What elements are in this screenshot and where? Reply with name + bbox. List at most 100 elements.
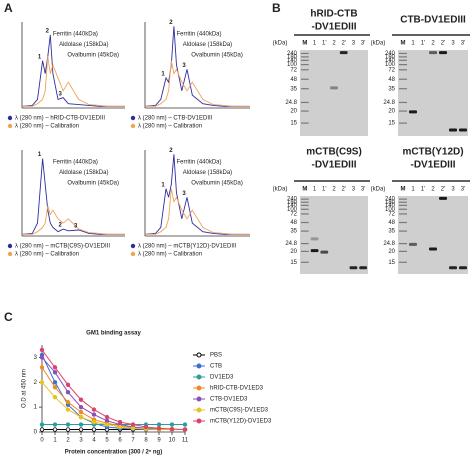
gel-title: mCTB(Y12D) bbox=[402, 147, 463, 158]
band bbox=[310, 237, 319, 241]
marker-band bbox=[399, 213, 407, 215]
calibration-label: Ovalbumin (45kDa) bbox=[191, 180, 243, 186]
data-point bbox=[78, 397, 84, 402]
data-point bbox=[52, 365, 58, 370]
gel bbox=[300, 50, 368, 136]
marker-size: 24.8 bbox=[285, 241, 297, 247]
lane-label: 3 bbox=[451, 187, 455, 193]
y-tick-label: 2 bbox=[34, 380, 38, 386]
data-point bbox=[182, 422, 188, 427]
x-tick-label: 9 bbox=[157, 438, 161, 444]
band bbox=[310, 249, 319, 253]
gel-unit: (kDa) bbox=[273, 187, 288, 193]
marker-band bbox=[399, 250, 407, 252]
legend-marker bbox=[196, 374, 202, 380]
band bbox=[439, 51, 447, 55]
data-point bbox=[39, 365, 45, 370]
marker-size: 15 bbox=[388, 260, 395, 266]
lane-label: 1' bbox=[421, 187, 425, 193]
marker-band bbox=[399, 221, 407, 224]
legend-label: CTB-DV1ED3 bbox=[210, 397, 248, 403]
gel-unit: (kDa) bbox=[371, 41, 386, 47]
legend-marker bbox=[130, 115, 136, 121]
marker-size: 240 bbox=[385, 51, 396, 57]
x-tick-label: 6 bbox=[118, 438, 122, 444]
data-point bbox=[156, 422, 162, 427]
x-tick-label: 4 bbox=[92, 438, 96, 444]
legend-label: hRID-CTB-DV1ED3 bbox=[210, 386, 264, 392]
marker-size: 72 bbox=[290, 212, 297, 218]
legend-marker bbox=[7, 115, 13, 121]
marker-band bbox=[399, 198, 407, 200]
lane-label: 1' bbox=[421, 41, 425, 47]
marker-size: 48 bbox=[290, 220, 297, 226]
marker-band bbox=[399, 64, 407, 66]
band bbox=[449, 266, 457, 270]
marker-band bbox=[399, 52, 407, 55]
lane-label: 1 bbox=[411, 187, 415, 193]
marker-band bbox=[301, 122, 309, 124]
gel-unit: (kDa) bbox=[273, 41, 288, 47]
data-point bbox=[65, 407, 71, 412]
marker-size: 72 bbox=[290, 67, 297, 73]
data-point bbox=[78, 414, 84, 420]
marker-size: 20 bbox=[388, 249, 395, 255]
y-tick-label: 3 bbox=[34, 355, 38, 361]
data-point bbox=[52, 380, 58, 385]
marker-band bbox=[399, 208, 407, 210]
marker-band bbox=[301, 208, 309, 210]
marker-size: 180 bbox=[385, 200, 396, 206]
marker-band bbox=[399, 110, 407, 112]
legend-marker bbox=[196, 385, 202, 391]
gel-title: hRID-CTB bbox=[310, 9, 357, 20]
calibration-label: Aldolase (158kDa) bbox=[183, 170, 232, 176]
data-point bbox=[117, 424, 123, 430]
peak-label: 3 bbox=[74, 224, 78, 230]
legend-label: PBS bbox=[210, 353, 222, 359]
legend-label: λ (280 nm) – hRID-CTB-DV1EDIII bbox=[15, 116, 105, 122]
lane-label: 1 bbox=[313, 41, 317, 47]
series-line bbox=[145, 60, 250, 107]
legend-marker bbox=[196, 363, 202, 369]
marker-band bbox=[399, 204, 407, 206]
data-point bbox=[169, 422, 175, 427]
data-point bbox=[91, 427, 97, 432]
y-tick-label: 1 bbox=[34, 405, 38, 411]
marker-size: 24.8 bbox=[383, 100, 395, 106]
lane-label: 2 bbox=[431, 41, 435, 47]
legend-marker bbox=[130, 251, 136, 257]
calibration-label: Ovalbumin (45kDa) bbox=[191, 52, 243, 58]
band bbox=[409, 242, 417, 246]
legend-marker bbox=[7, 243, 13, 249]
band bbox=[459, 266, 467, 270]
peak-label: 2 bbox=[169, 20, 173, 26]
legend-marker bbox=[130, 123, 136, 129]
calibration-label: Ferritin (440kDa) bbox=[53, 160, 98, 166]
calibration-label: Ovalbumin (45kDa) bbox=[67, 180, 119, 186]
marker-band bbox=[301, 69, 309, 71]
marker-size: 100 bbox=[385, 207, 396, 213]
data-point bbox=[39, 347, 45, 353]
data-point bbox=[65, 427, 71, 432]
legend-label: CTB bbox=[210, 364, 222, 370]
marker-band bbox=[301, 230, 309, 232]
marker-size: 240 bbox=[385, 197, 396, 203]
marker-size: 20 bbox=[388, 109, 395, 115]
data-point bbox=[91, 419, 97, 425]
legend-label: λ (280 nm) – Calibration bbox=[138, 252, 202, 258]
band bbox=[429, 247, 437, 251]
gel-title: mCTB(C9S) bbox=[306, 147, 362, 158]
lane-label: 3 bbox=[352, 41, 356, 47]
series-line bbox=[21, 34, 125, 107]
lane-label: 3' bbox=[461, 41, 465, 47]
x-tick-label: 7 bbox=[131, 438, 135, 444]
data-point bbox=[156, 426, 162, 431]
marker-band bbox=[301, 250, 309, 252]
lane-label: 2 bbox=[431, 187, 435, 193]
legend-label: λ (280 nm) – CTB-DV1EDIII bbox=[138, 116, 213, 122]
data-point bbox=[78, 409, 84, 415]
data-point bbox=[104, 422, 110, 427]
marker-band bbox=[301, 110, 309, 112]
band bbox=[449, 128, 457, 132]
data-point bbox=[182, 427, 188, 432]
